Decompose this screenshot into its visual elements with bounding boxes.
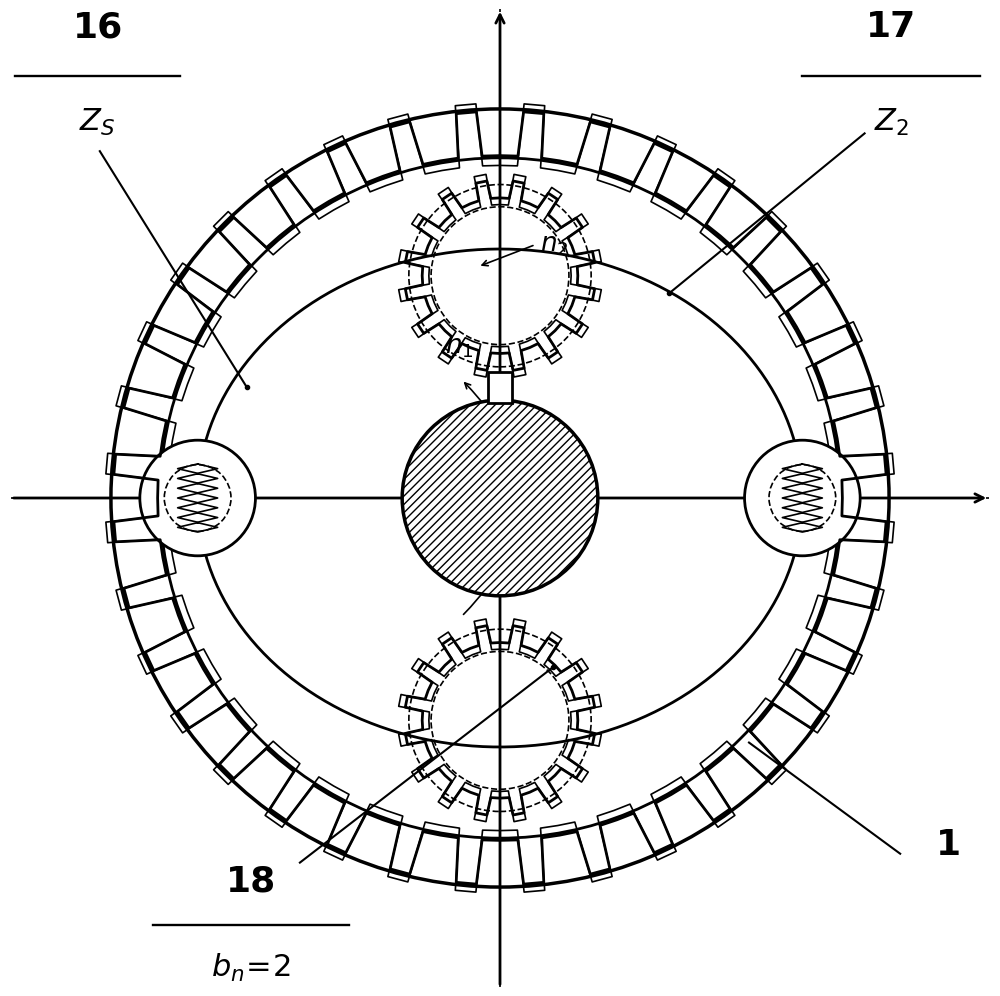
Circle shape xyxy=(111,109,889,887)
Circle shape xyxy=(160,157,840,839)
Circle shape xyxy=(745,440,860,556)
Text: 17: 17 xyxy=(866,11,916,45)
Text: 1: 1 xyxy=(936,828,961,862)
Bar xyxy=(488,373,512,403)
Text: $Z_2$: $Z_2$ xyxy=(874,107,909,137)
Circle shape xyxy=(140,440,255,556)
Text: $n_2$: $n_2$ xyxy=(540,231,569,258)
Text: 16: 16 xyxy=(72,11,123,45)
Text: $b_n\!=\!2$: $b_n\!=\!2$ xyxy=(211,951,291,984)
Text: $Z_S$: $Z_S$ xyxy=(79,107,116,137)
Text: $n_1$: $n_1$ xyxy=(445,334,473,360)
Circle shape xyxy=(402,400,598,596)
Text: 18: 18 xyxy=(226,865,276,898)
